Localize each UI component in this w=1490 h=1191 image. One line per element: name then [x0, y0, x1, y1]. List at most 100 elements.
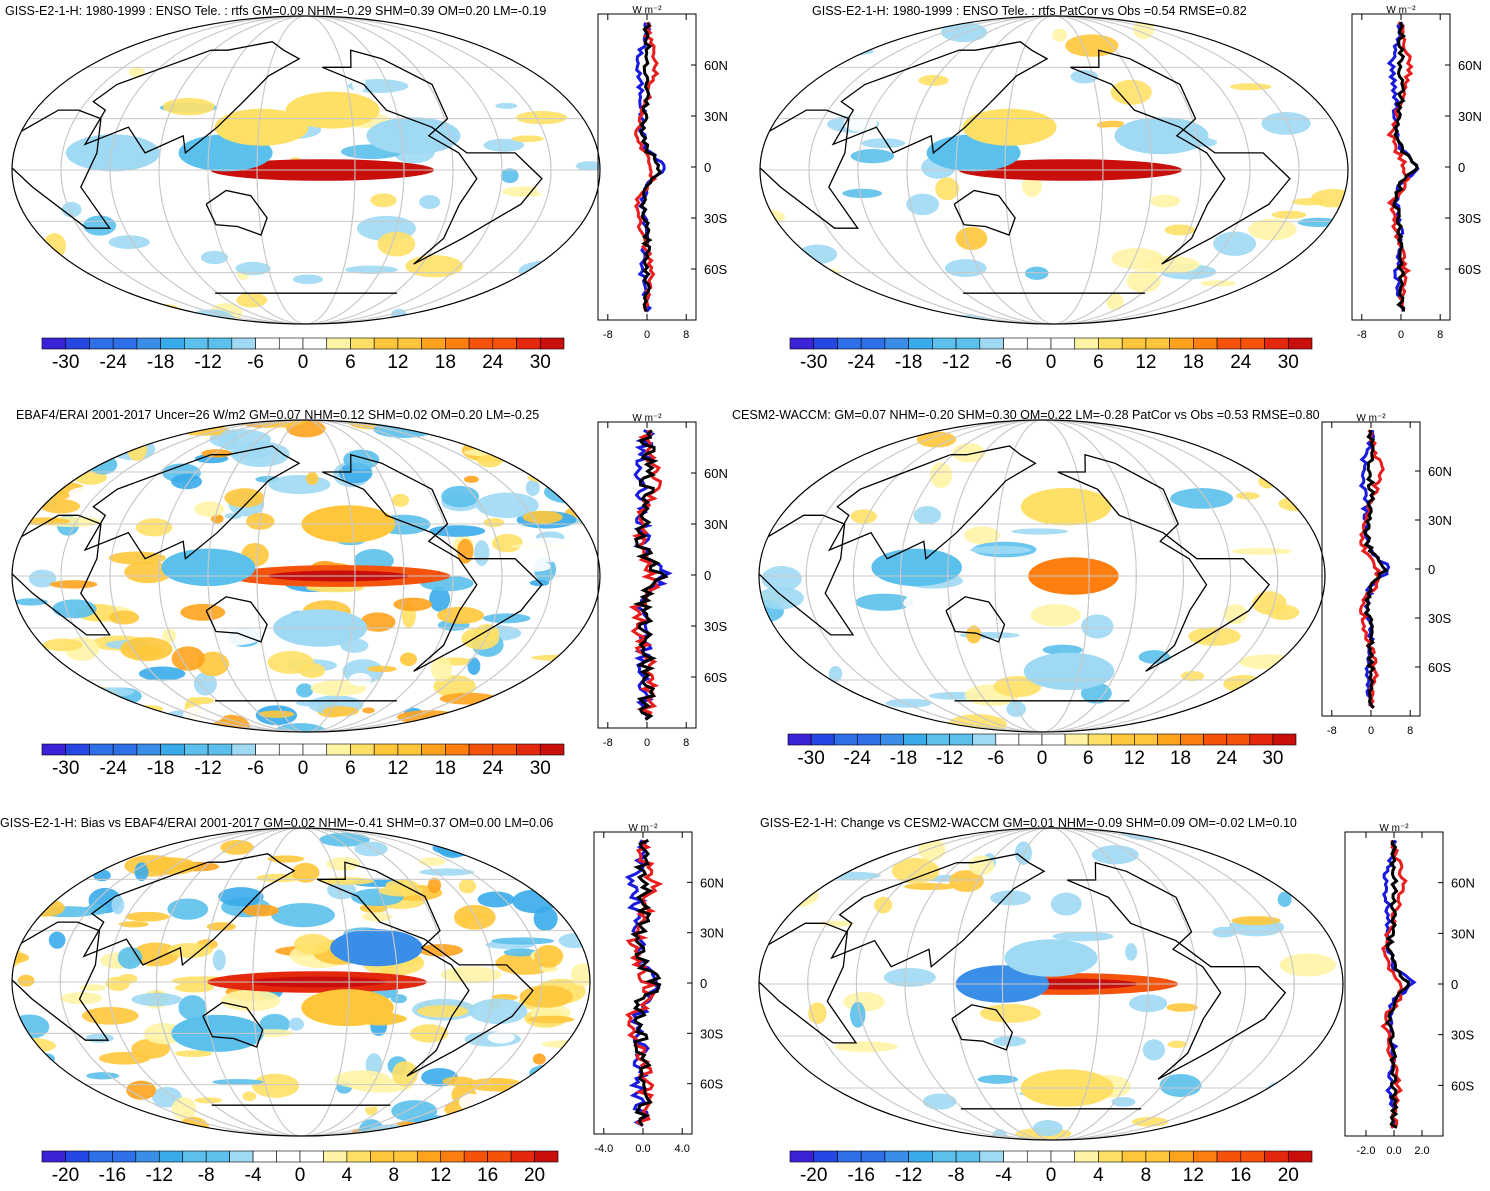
colorbar-tick-label: 6 [345, 758, 356, 779]
colorbar-tick-label: 20 [524, 1165, 545, 1186]
field-patch [294, 933, 332, 955]
colorbar-segment [932, 1150, 957, 1163]
colorbar-segment [1180, 733, 1204, 746]
field-patch [436, 833, 471, 858]
field-patch [326, 857, 361, 871]
field-patch [392, 1061, 418, 1087]
colorbar-segment [1264, 1150, 1289, 1163]
field-patch [760, 164, 807, 183]
graticule-lon [857, 16, 1251, 324]
colorbar-segment [813, 337, 838, 350]
field-patch [296, 683, 314, 698]
field-patch [559, 1092, 587, 1108]
colorbar-segment [492, 743, 517, 756]
colorbar-tick-label: 20 [1278, 1165, 1299, 1186]
colorbar-segment [516, 743, 541, 756]
field-patch [576, 92, 597, 106]
field-patch [487, 1031, 515, 1044]
map-plot [11, 827, 591, 1137]
field-patch [993, 675, 1042, 698]
field-patch [462, 430, 481, 443]
profile-series-line [625, 839, 664, 1127]
colorbar-segment [1003, 1150, 1028, 1163]
field-patch [72, 1103, 97, 1114]
colorbar-tick-label: 0 [298, 352, 309, 373]
field-patch [126, 1080, 157, 1100]
colorbar-segment [440, 1150, 465, 1163]
field-patch [1063, 292, 1083, 305]
colorbar-segment [903, 733, 927, 746]
field-patch [1200, 280, 1236, 287]
colorbar-tick-label: -4 [995, 1165, 1012, 1186]
colorbar-tick-label: 30 [1262, 748, 1283, 769]
field-patch [1279, 953, 1337, 977]
field-patch [162, 97, 215, 116]
field-patch [125, 911, 170, 922]
colorbar-segment [323, 1150, 348, 1163]
colorbar-segment [884, 1150, 909, 1163]
field-patch [135, 518, 173, 537]
profile-units: W m⁻² [628, 823, 658, 834]
field-patch [291, 862, 320, 883]
field-feature [214, 108, 309, 146]
colorbar-tick-label: 8 [389, 1165, 400, 1186]
map-border [11, 15, 601, 325]
field-patch [855, 593, 914, 611]
zonal-profile: W m⁻² 60N 30N 0 30S 60S -8 0 8 [597, 5, 728, 341]
profile-lat-label: 60N [700, 875, 724, 890]
field-patch [108, 551, 166, 565]
field-patch [970, 545, 1032, 555]
colorbar-tick-label: -12 [194, 758, 221, 779]
field-patch [559, 676, 585, 695]
colorbar-tick-label: -8 [198, 1165, 215, 1186]
zonal-profile: W m⁻² 60N 30N 0 30S 60S -4.0 0.0 4.0 [593, 823, 724, 1155]
field-patch [558, 933, 590, 949]
field-patch [85, 1033, 114, 1043]
colorbar-segment [278, 743, 304, 756]
colorbar-segment [1026, 337, 1052, 350]
field-patch [242, 1091, 257, 1102]
field-patch [829, 719, 858, 728]
colorbar-tick-label: -18 [895, 352, 922, 373]
field-patch [842, 188, 883, 199]
field-patch [469, 998, 528, 1025]
graticule-lon [207, 420, 405, 732]
profile-lat-label: 30N [704, 517, 728, 532]
profile-lat-label: 60S [704, 262, 727, 277]
profile-series-line [1358, 430, 1391, 709]
field-patch [1138, 650, 1171, 664]
field-patch [1070, 69, 1099, 84]
colorbar-segment [255, 337, 280, 350]
profile-x-tick-label: 0.0 [1386, 1145, 1401, 1157]
field-patch [12, 692, 72, 706]
field-patch [918, 924, 982, 941]
colorbar-segment [510, 1150, 535, 1163]
field-patch [26, 1057, 44, 1076]
field-patch [467, 657, 481, 675]
field-patch [391, 462, 407, 476]
field-patch [12, 1050, 30, 1058]
field-feature [1020, 487, 1112, 526]
profile-x-tick-label: -2.0 [1357, 1145, 1376, 1157]
colorbar-segment [1074, 1150, 1099, 1163]
graticule-lon [1001, 828, 1101, 1140]
colorbar-segment [1249, 733, 1274, 746]
field-patch [235, 261, 271, 276]
field-patch [361, 912, 393, 922]
field-patch [916, 431, 957, 448]
colorbar-segment [1216, 1150, 1242, 1163]
field-patch [516, 111, 568, 125]
field-patch [1030, 604, 1081, 627]
field-patch [12, 487, 44, 500]
field-patch [62, 1092, 102, 1106]
field-patch [152, 311, 201, 324]
colorbar-tick-label: -6 [995, 352, 1012, 373]
colorbar-tick-label: -12 [942, 352, 969, 373]
field-patch [15, 39, 43, 47]
field-patch [1167, 1040, 1188, 1049]
graticule-lon [204, 828, 398, 1136]
colorbar-segment [1003, 337, 1028, 350]
field-patch [759, 437, 802, 452]
field-patch [271, 902, 335, 928]
field-patch [167, 942, 213, 958]
